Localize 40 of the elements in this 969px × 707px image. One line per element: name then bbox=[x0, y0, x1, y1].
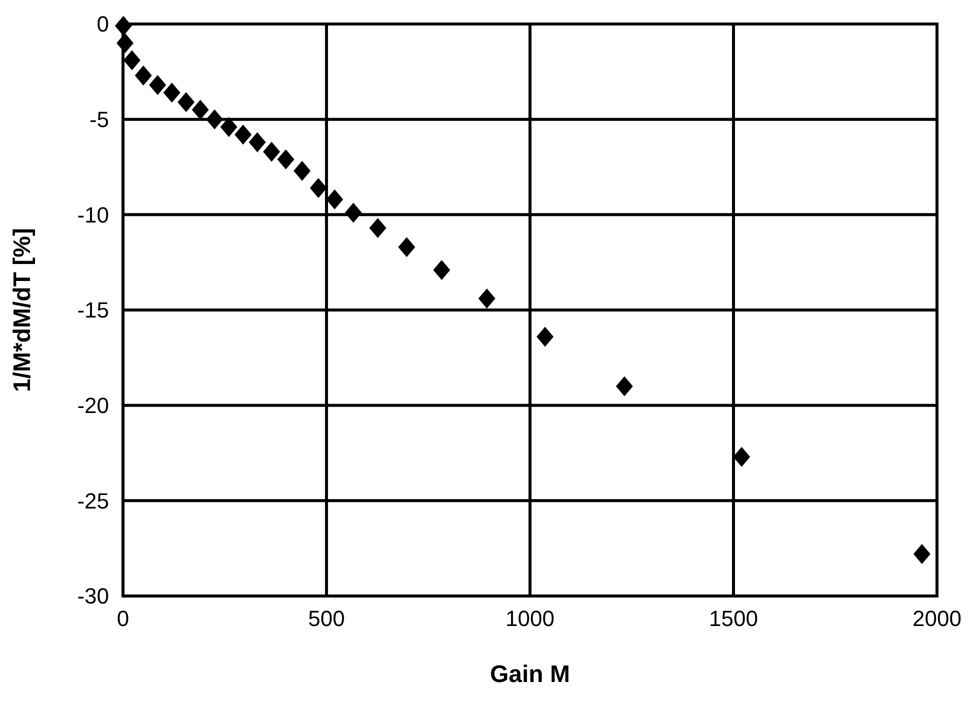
point bbox=[263, 142, 280, 162]
x-tick-label: 1000 bbox=[506, 606, 554, 631]
point bbox=[344, 202, 362, 223]
y-tick-label: -10 bbox=[77, 202, 109, 228]
point bbox=[149, 75, 166, 96]
point bbox=[478, 288, 496, 309]
point bbox=[234, 124, 252, 145]
point bbox=[248, 132, 266, 152]
point bbox=[178, 92, 195, 112]
point bbox=[134, 65, 152, 86]
point bbox=[123, 50, 140, 70]
x-tick-label: 0 bbox=[116, 606, 130, 631]
point bbox=[310, 178, 327, 198]
y-tick-label: -15 bbox=[77, 298, 109, 323]
point bbox=[277, 149, 294, 170]
point bbox=[114, 16, 132, 36]
point bbox=[163, 82, 180, 103]
y-axis-title: 1/M*dM/dT [%] bbox=[9, 228, 36, 392]
y-tick-label: 0 bbox=[96, 12, 109, 37]
y-tick-label: -20 bbox=[77, 393, 109, 418]
point bbox=[398, 237, 416, 258]
y-tick-label: -5 bbox=[89, 107, 109, 132]
point bbox=[326, 189, 344, 210]
point bbox=[369, 218, 386, 238]
point bbox=[294, 160, 311, 181]
point bbox=[733, 446, 750, 467]
point bbox=[116, 33, 134, 54]
point bbox=[206, 109, 224, 130]
point bbox=[913, 544, 930, 564]
x-axis-title: Gain M bbox=[490, 661, 570, 688]
x-tick-label: 500 bbox=[308, 606, 345, 631]
point bbox=[192, 100, 209, 120]
point bbox=[433, 260, 450, 280]
x-tick-label: 1500 bbox=[709, 606, 758, 631]
y-tick-label: -25 bbox=[77, 488, 109, 514]
y-tick-label: -30 bbox=[77, 584, 109, 609]
point bbox=[536, 326, 554, 347]
x-tick-label: 2000 bbox=[912, 606, 962, 631]
point bbox=[220, 116, 238, 137]
point bbox=[616, 376, 633, 396]
